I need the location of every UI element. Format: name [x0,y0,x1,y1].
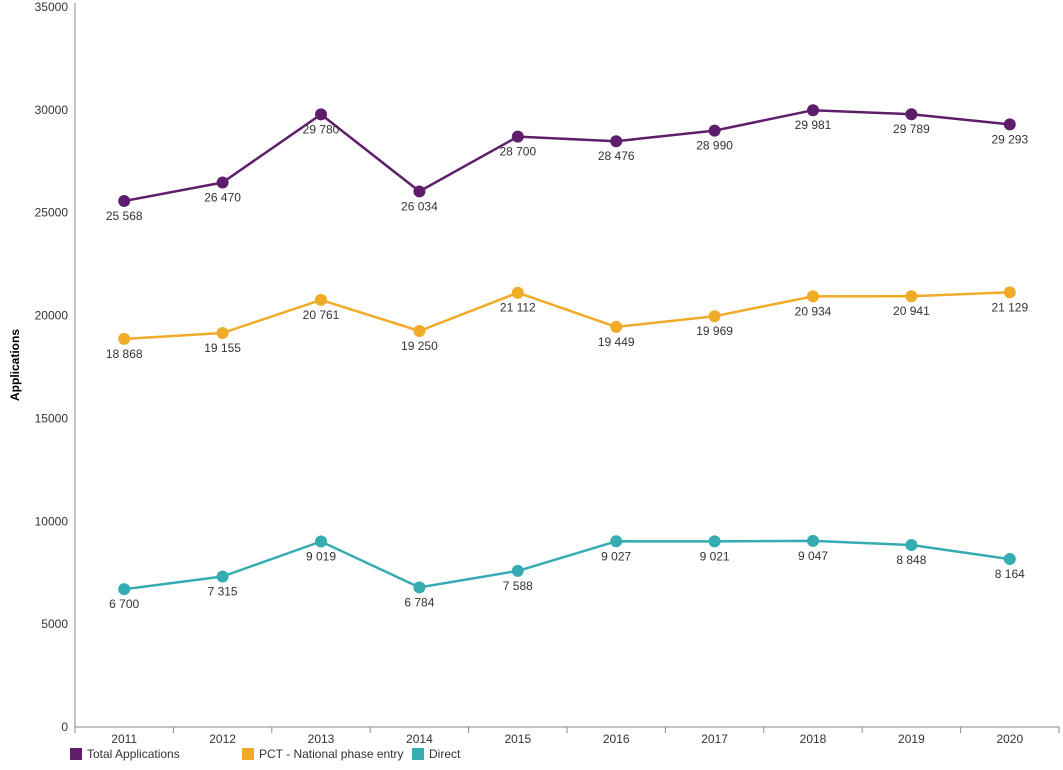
x-tick-label: 2016 [603,732,630,746]
data-point-total-applications[interactable] [413,185,426,198]
x-axis-ticks: 2011 2012 2013 2014 2015 2016 2017 2018 2019 2020 [74,727,1060,746]
x-tick-label: 2018 [800,732,827,746]
data-point-total-applications[interactable] [708,124,721,137]
data-label-direct: 6 700 [109,597,139,611]
y-tick-label: 5000 [41,617,68,631]
series-lines [123,108,1010,591]
data-label-total-applications: 28 476 [598,149,635,163]
data-point-direct[interactable] [511,564,524,577]
data-point-pct-national-phase-entry[interactable] [708,310,721,323]
data-point-total-applications[interactable] [610,135,623,148]
data-point-total-applications[interactable] [905,108,918,121]
data-label-direct: 9 021 [700,549,730,563]
data-point-pct-national-phase-entry[interactable] [1003,286,1016,299]
y-tick-label: 25000 [35,206,69,220]
y-axis-title: Applications [8,329,22,401]
data-point-total-applications[interactable] [315,108,327,121]
data-label-direct: 8 164 [995,567,1025,581]
data-point-direct[interactable] [1003,553,1016,566]
data-label-pct-national-phase-entry: 19 250 [401,339,438,353]
data-point-direct[interactable] [216,570,229,583]
series-line-pct-national-phase-entry [124,291,1010,341]
data-point-total-applications[interactable] [511,130,524,143]
data-point-pct-national-phase-entry[interactable] [413,325,426,337]
x-tick-label: 2017 [701,732,728,746]
data-label-direct: 9 019 [306,549,336,563]
y-tick-label: 35000 [35,0,69,14]
data-point-direct[interactable] [905,538,918,551]
series-points [118,104,1016,596]
data-label-direct: 9 027 [601,549,631,563]
data-label-direct: 7 588 [503,579,533,593]
y-axis-ticks: 0 5000 10000 15000 20000 25000 30000 35000 [35,0,69,734]
y-tick-label: 0 [61,720,68,734]
data-label-pct-national-phase-entry: 20 934 [795,304,832,318]
data-point-pct-national-phase-entry[interactable] [216,326,229,339]
series-line-direct [124,539,1010,591]
x-tick-label: 2019 [898,732,925,746]
y-tick-label: 10000 [35,514,69,528]
data-point-total-applications[interactable] [807,104,819,117]
data-label-total-applications: 26 470 [204,190,241,204]
x-tick-label: 2014 [406,732,433,746]
data-point-pct-national-phase-entry[interactable] [807,290,819,303]
data-label-total-applications: 29 780 [303,122,340,136]
data-point-direct[interactable] [807,534,819,547]
legend-item-total-applications[interactable]: Total Applications [70,747,180,761]
data-label-total-applications: 29 789 [893,122,930,136]
data-label-total-applications: 29 981 [795,118,832,132]
x-tick-label: 2015 [504,732,531,746]
data-point-direct[interactable] [708,535,721,548]
data-label-direct: 8 848 [896,553,926,567]
legend-item-pct-national-phase-entry[interactable]: PCT - National phase entry [242,747,404,761]
legend-label: Direct [429,747,461,761]
legend-swatch-pct-national-phase-entry [242,748,254,760]
data-point-direct[interactable] [610,535,623,548]
data-label-pct-national-phase-entry: 20 941 [893,304,930,318]
data-label-total-applications: 28 700 [499,145,536,159]
data-label-pct-national-phase-entry: 19 449 [598,335,635,349]
y-tick-label: 30000 [35,103,69,117]
data-label-pct-national-phase-entry: 21 129 [991,300,1028,314]
data-point-total-applications[interactable] [1003,118,1016,131]
legend-item-direct[interactable]: Direct [412,747,460,761]
legend-swatch-total-applications [70,748,82,760]
data-point-pct-national-phase-entry[interactable] [315,293,327,306]
data-point-pct-national-phase-entry[interactable] [610,320,623,333]
data-label-pct-national-phase-entry: 19 155 [204,341,241,355]
data-label-total-applications: 28 990 [696,139,733,153]
data-label-pct-national-phase-entry: 21 112 [500,301,536,315]
legend-swatch-direct [412,748,424,760]
data-label-direct: 6 784 [404,595,434,609]
x-tick-label: 2012 [209,732,236,746]
data-point-total-applications[interactable] [118,195,131,208]
data-label-pct-national-phase-entry: 20 761 [303,308,340,322]
data-point-direct[interactable] [118,583,131,596]
x-tick-label: 2011 [111,732,137,746]
data-label-pct-national-phase-entry: 19 969 [696,324,733,338]
legend-label: Total Applications [87,747,180,761]
data-label-total-applications: 29 293 [991,132,1028,146]
data-label-direct: 9 047 [798,549,828,563]
series-data-labels: 25 568 26 470 29 780 26 034 28 700 28 476 28 9… [106,118,1029,611]
data-point-pct-national-phase-entry[interactable] [511,286,524,299]
y-tick-label: 20000 [35,309,69,323]
data-label-pct-national-phase-entry: 18 868 [106,347,143,361]
data-point-pct-national-phase-entry[interactable] [905,290,918,303]
data-point-direct[interactable] [315,535,327,548]
data-point-pct-national-phase-entry[interactable] [118,332,131,345]
data-label-total-applications: 25 568 [106,209,143,223]
x-tick-label: 2020 [996,732,1023,746]
data-label-total-applications: 26 034 [401,199,438,213]
x-tick-label: 2013 [308,732,335,746]
data-point-direct[interactable] [413,581,426,594]
data-point-total-applications[interactable] [216,176,229,189]
data-label-direct: 7 315 [208,585,238,599]
y-tick-label: 15000 [35,411,69,425]
series-line-total-applications [123,108,1010,203]
legend-label: PCT - National phase entry [259,747,404,761]
